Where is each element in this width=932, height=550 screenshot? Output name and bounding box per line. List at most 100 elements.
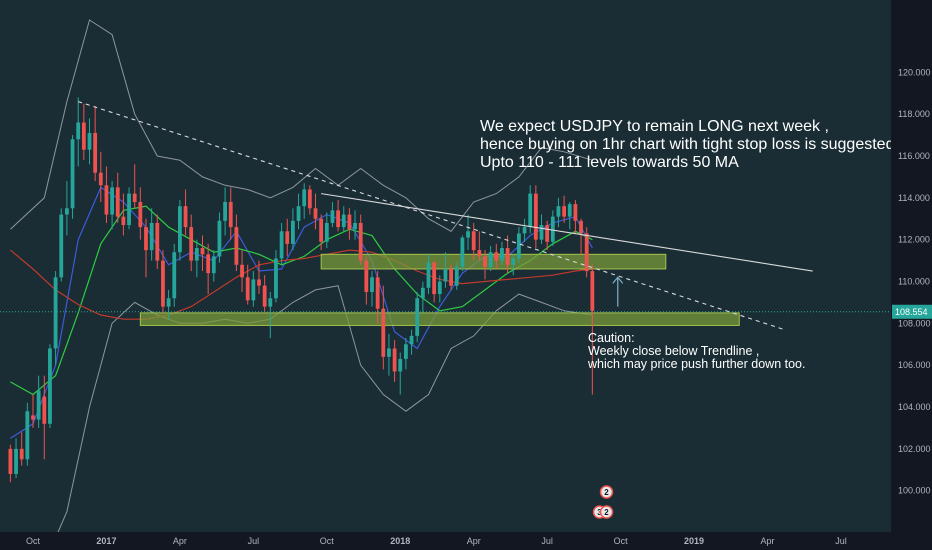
candle[interactable] bbox=[353, 210, 357, 240]
candle[interactable] bbox=[556, 197, 561, 228]
candle[interactable] bbox=[336, 199, 340, 232]
candle[interactable] bbox=[426, 254, 431, 295]
candle[interactable] bbox=[81, 103, 86, 161]
candle[interactable] bbox=[217, 212, 222, 263]
candle[interactable] bbox=[398, 352, 403, 395]
candle[interactable] bbox=[279, 222, 284, 265]
candle[interactable] bbox=[449, 264, 453, 290]
candle[interactable] bbox=[240, 250, 244, 292]
candle[interactable] bbox=[132, 164, 137, 209]
candle[interactable] bbox=[505, 235, 510, 274]
candle[interactable] bbox=[364, 256, 369, 305]
candle[interactable] bbox=[172, 243, 177, 307]
candle[interactable] bbox=[8, 444, 13, 483]
candle[interactable] bbox=[584, 227, 589, 278]
candle[interactable] bbox=[70, 135, 75, 219]
candle[interactable] bbox=[550, 210, 555, 246]
zone-1[interactable] bbox=[139, 312, 740, 326]
candle[interactable] bbox=[358, 214, 363, 265]
candle[interactable] bbox=[87, 118, 92, 165]
candle[interactable] bbox=[144, 218, 148, 278]
candle[interactable] bbox=[65, 181, 69, 236]
candle[interactable] bbox=[324, 212, 329, 249]
candle[interactable] bbox=[347, 208, 352, 240]
candle[interactable] bbox=[330, 202, 335, 228]
event-badge[interactable]: 2 bbox=[599, 485, 614, 499]
candle[interactable] bbox=[296, 193, 301, 230]
candle[interactable] bbox=[460, 235, 465, 272]
candle[interactable] bbox=[36, 375, 41, 428]
candle[interactable] bbox=[420, 281, 425, 313]
candle[interactable] bbox=[183, 189, 188, 236]
zone-0[interactable] bbox=[320, 253, 667, 270]
candle[interactable] bbox=[370, 271, 374, 307]
candle[interactable] bbox=[76, 97, 81, 167]
candle[interactable] bbox=[268, 291, 273, 338]
candle[interactable] bbox=[313, 193, 318, 230]
candle[interactable] bbox=[533, 185, 538, 249]
candle[interactable] bbox=[223, 187, 227, 236]
candle[interactable] bbox=[166, 289, 171, 320]
candle[interactable] bbox=[302, 183, 307, 219]
candle[interactable] bbox=[257, 260, 261, 295]
candle[interactable] bbox=[454, 262, 459, 290]
candle[interactable] bbox=[115, 172, 120, 223]
candle[interactable] bbox=[562, 195, 566, 223]
candle[interactable] bbox=[200, 235, 205, 272]
candle[interactable] bbox=[291, 208, 295, 251]
candle[interactable] bbox=[138, 187, 143, 240]
candle[interactable] bbox=[567, 202, 572, 230]
candle[interactable] bbox=[579, 218, 583, 255]
candle[interactable] bbox=[42, 375, 47, 460]
event-badge[interactable]: 2 bbox=[599, 505, 614, 519]
candle[interactable] bbox=[528, 185, 533, 234]
candle[interactable] bbox=[189, 214, 194, 272]
candle[interactable] bbox=[443, 252, 448, 288]
candle[interactable] bbox=[517, 227, 521, 263]
candle[interactable] bbox=[387, 333, 391, 376]
candle[interactable] bbox=[285, 218, 290, 257]
candle[interactable] bbox=[25, 402, 30, 466]
candle[interactable] bbox=[245, 264, 250, 305]
candle[interactable] bbox=[494, 243, 499, 269]
candle[interactable] bbox=[545, 220, 550, 251]
candle[interactable] bbox=[211, 250, 216, 282]
candle[interactable] bbox=[415, 291, 420, 343]
candle[interactable] bbox=[500, 241, 504, 265]
candle[interactable] bbox=[178, 199, 182, 261]
candle[interactable] bbox=[59, 208, 64, 282]
candle[interactable] bbox=[110, 181, 114, 230]
candle[interactable] bbox=[234, 214, 239, 272]
candle[interactable] bbox=[375, 271, 380, 324]
candle[interactable] bbox=[14, 438, 18, 479]
candle[interactable] bbox=[409, 329, 414, 355]
candle[interactable] bbox=[381, 285, 386, 370]
candle[interactable] bbox=[262, 275, 267, 313]
candle[interactable] bbox=[466, 214, 470, 251]
candle[interactable] bbox=[483, 250, 487, 280]
time-axis[interactable] bbox=[0, 532, 932, 550]
candle[interactable] bbox=[471, 222, 476, 261]
candle[interactable] bbox=[206, 243, 211, 295]
candle[interactable] bbox=[31, 394, 35, 428]
candle[interactable] bbox=[511, 254, 516, 276]
candle[interactable] bbox=[93, 105, 98, 182]
candle[interactable] bbox=[48, 344, 52, 428]
candle[interactable] bbox=[590, 264, 595, 395]
candle[interactable] bbox=[319, 214, 324, 251]
candle[interactable] bbox=[155, 214, 160, 269]
candle[interactable] bbox=[488, 245, 493, 272]
trendline-dashed[interactable] bbox=[78, 101, 785, 331]
trendline-solid[interactable] bbox=[321, 193, 813, 272]
candle[interactable] bbox=[539, 214, 544, 244]
price-axis[interactable] bbox=[891, 0, 932, 550]
candle[interactable] bbox=[341, 206, 346, 232]
candle[interactable] bbox=[251, 271, 256, 307]
candle[interactable] bbox=[127, 187, 131, 230]
candle[interactable] bbox=[307, 185, 312, 215]
candle[interactable] bbox=[149, 208, 154, 261]
candle[interactable] bbox=[161, 250, 165, 313]
candle[interactable] bbox=[53, 271, 58, 366]
candle[interactable] bbox=[477, 231, 482, 261]
